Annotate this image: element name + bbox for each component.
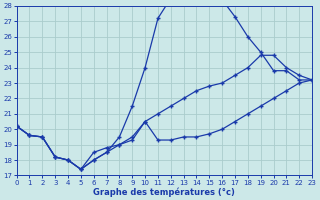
- X-axis label: Graphe des températures (°c): Graphe des températures (°c): [93, 187, 235, 197]
